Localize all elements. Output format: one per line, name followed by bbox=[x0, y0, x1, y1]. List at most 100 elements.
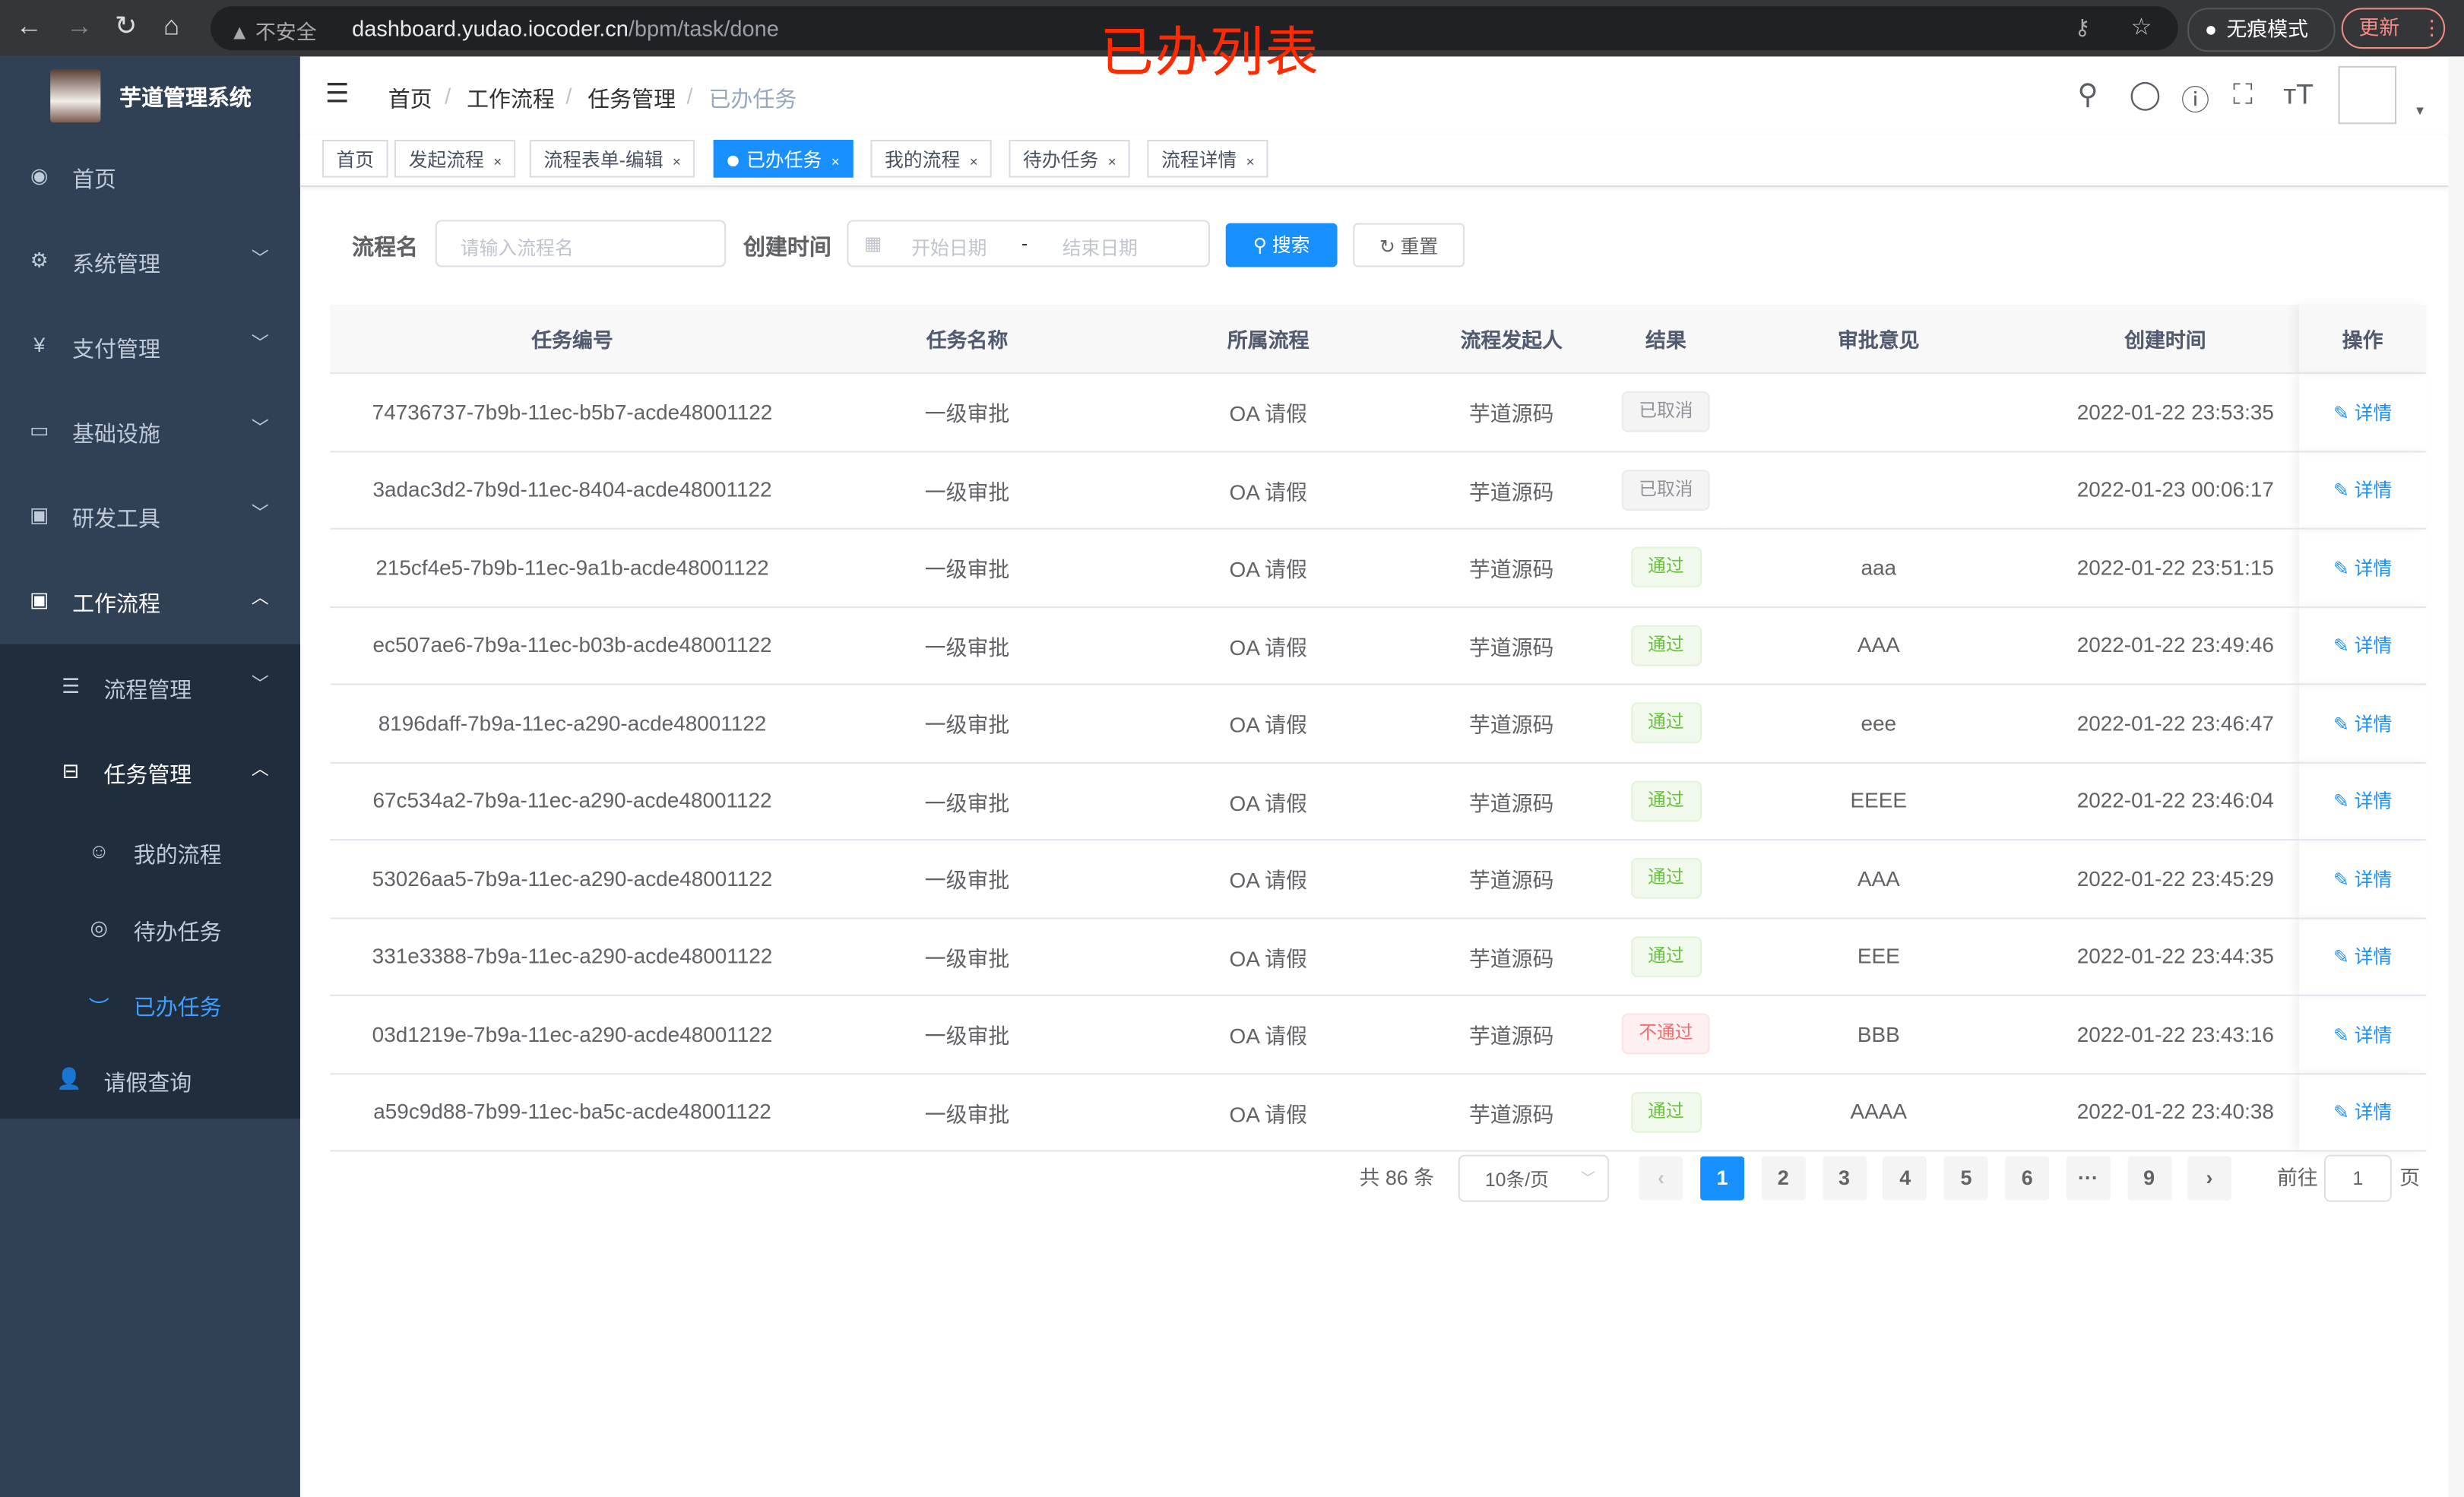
result-badge: 通过 bbox=[1630, 547, 1702, 588]
close-icon[interactable]: × bbox=[831, 153, 840, 170]
page-button[interactable]: 3 bbox=[1822, 1156, 1867, 1201]
sidebar-item-todo[interactable]: ◎ 待办任务 bbox=[0, 888, 300, 963]
task-id-cell: 03d1219e-7b9a-11ec-a290-acde48001122 bbox=[330, 995, 815, 1074]
tags-view: 首页 发起流程 × 流程表单-编辑 × 已办任务 × 我的流程 × 待办任务 × 流程详情 × bbox=[299, 135, 2464, 188]
page-button[interactable]: 6 bbox=[2005, 1156, 2050, 1201]
page-button[interactable]: 4 bbox=[1883, 1156, 1927, 1201]
detail-button[interactable]: ✎ 详情 bbox=[2333, 1101, 2393, 1124]
eye-icon: ◎ bbox=[90, 916, 108, 940]
create-time-cell: 2022-01-22 23:51:15 bbox=[2031, 528, 2299, 608]
system-title: 芋道管理系统 bbox=[119, 84, 252, 110]
reset-button[interactable]: ↻ 重置 bbox=[1353, 223, 1465, 267]
dashboard-icon: ◉ bbox=[30, 163, 49, 188]
fullscreen-icon[interactable]: ⛶ bbox=[2233, 78, 2253, 110]
incognito-badge[interactable]: ● 无痕模式 bbox=[2187, 8, 2336, 52]
prev-page-button[interactable]: ‹ bbox=[1639, 1156, 1683, 1201]
tag-2[interactable]: 流程表单-编辑 × bbox=[529, 140, 695, 178]
github-icon[interactable]: ◯ bbox=[2129, 78, 2162, 110]
close-icon[interactable]: × bbox=[1246, 153, 1255, 170]
tag-6[interactable]: 流程详情 × bbox=[1147, 140, 1269, 178]
font-size-icon[interactable]: ᴛT bbox=[2283, 78, 2314, 110]
key-icon[interactable]: ⚷ bbox=[2074, 14, 2091, 40]
sidebar-item-task-manage[interactable]: ⊟ 任务管理 ︿ bbox=[0, 730, 300, 815]
date-range-picker[interactable]: ▦ 开始日期 - 结束日期 bbox=[847, 220, 1211, 267]
forward-icon[interactable]: → bbox=[65, 11, 93, 41]
comment-cell: EEE bbox=[1725, 917, 2032, 996]
process-name-input[interactable]: 请输入流程名 bbox=[435, 220, 727, 267]
scrollbar[interactable] bbox=[2448, 56, 2464, 1497]
tag-3[interactable]: 已办任务 × bbox=[713, 140, 854, 178]
result-badge: 通过 bbox=[1630, 1091, 1702, 1133]
breadcrumb-home[interactable]: 首页 bbox=[388, 86, 432, 112]
update-button[interactable]: 更新 ⋮ bbox=[2341, 8, 2446, 49]
detail-button[interactable]: ✎ 详情 bbox=[2333, 635, 2393, 657]
edit-icon: ✎ bbox=[2333, 401, 2355, 424]
detail-button[interactable]: ✎ 详情 bbox=[2333, 479, 2393, 502]
close-icon[interactable]: × bbox=[1107, 153, 1116, 170]
detail-button[interactable]: ✎ 详情 bbox=[2333, 946, 2393, 969]
page-size-select[interactable]: 10条/页 ﹀ bbox=[1458, 1154, 1610, 1202]
page-button[interactable]: 9 bbox=[2127, 1156, 2171, 1201]
close-icon[interactable]: × bbox=[493, 153, 502, 170]
create-time-label: 创建时间 bbox=[743, 234, 831, 260]
detail-button[interactable]: ✎ 详情 bbox=[2333, 868, 2393, 891]
task-name-cell: 一级审批 bbox=[814, 373, 1120, 452]
tag-0[interactable]: 首页 bbox=[321, 140, 388, 178]
task-id-cell: a59c9d88-7b99-11ec-ba5c-acde48001122 bbox=[330, 1073, 815, 1152]
search-icon[interactable]: ⚲ bbox=[2077, 78, 2098, 110]
sidebar-item-home[interactable]: ◉ 首页 bbox=[0, 135, 300, 220]
page-suffix: 页 bbox=[2399, 1166, 2421, 1190]
chevron-up-icon: ︿ bbox=[251, 760, 269, 780]
address-bar[interactable]: ▲ 不安全 dashboard.yudao.iocoder.cn/bpm/tas… bbox=[211, 6, 2178, 51]
sidebar-item-done[interactable]: ︶ 已办任务 bbox=[0, 963, 300, 1038]
task-id-cell: 53026aa5-7b9a-11ec-a290-acde48001122 bbox=[330, 840, 815, 919]
process-cell: OA 请假 bbox=[1120, 451, 1417, 530]
end-date-input[interactable]: 结束日期 bbox=[1062, 237, 1138, 260]
sidebar-item-system[interactable]: ⚙ 系统管理 ﹀ bbox=[0, 220, 300, 305]
breadcrumb-task-manage[interactable]: 任务管理 bbox=[587, 86, 676, 112]
sidebar-item-infra[interactable]: ▭ 基础设施 ﹀ bbox=[0, 390, 300, 475]
task-icon: ⊟ bbox=[62, 758, 80, 783]
tag-5[interactable]: 待办任务 × bbox=[1009, 140, 1131, 178]
page-button[interactable]: 1 bbox=[1700, 1156, 1745, 1201]
page-button[interactable]: 5 bbox=[1944, 1156, 1988, 1201]
sidebar-item-devtools[interactable]: ▣ 研发工具 ﹀ bbox=[0, 474, 300, 559]
close-icon[interactable]: × bbox=[969, 153, 978, 170]
table-row: 74736737-7b9b-11ec-b5b7-acde48001122 一级审批… bbox=[330, 373, 2427, 452]
detail-button[interactable]: ✎ 详情 bbox=[2333, 713, 2393, 736]
close-icon[interactable]: × bbox=[672, 153, 681, 170]
detail-button[interactable]: ✎ 详情 bbox=[2333, 1024, 2393, 1046]
home-icon[interactable]: ⌂ bbox=[163, 11, 180, 41]
tag-1[interactable]: 发起流程 × bbox=[394, 140, 516, 178]
sidebar-item-leave[interactable]: 👤 请假查询 bbox=[56, 1066, 192, 1096]
sidebar-item-process-manage[interactable]: ☰ 流程管理 ﹀ bbox=[0, 646, 300, 731]
detail-button[interactable]: ✎ 详情 bbox=[2333, 790, 2393, 813]
page-button[interactable]: 2 bbox=[1761, 1156, 1806, 1201]
table-row: 8196daff-7b9a-11ec-a290-acde48001122 一级审批… bbox=[330, 684, 2427, 763]
star-icon[interactable]: ☆ bbox=[2130, 14, 2152, 41]
tag-4[interactable]: 我的流程 × bbox=[870, 140, 993, 178]
sidebar-item-my-process[interactable]: ☺ 我的流程 bbox=[88, 839, 222, 868]
goto-label: 前往 bbox=[2276, 1166, 2318, 1190]
next-page-button[interactable]: › bbox=[2187, 1156, 2231, 1201]
help-icon[interactable]: ⓘ bbox=[2181, 84, 2210, 117]
sidebar-item-pay[interactable]: ¥ 支付管理 ﹀ bbox=[0, 305, 300, 390]
table-row: 331e3388-7b9a-11ec-a290-acde48001122 一级审批… bbox=[330, 917, 2427, 996]
breadcrumb-workflow[interactable]: 工作流程 bbox=[467, 86, 555, 112]
overlay-title: 已办列表 bbox=[1100, 24, 1320, 84]
detail-button[interactable]: ✎ 详情 bbox=[2333, 401, 2393, 424]
start-date-input[interactable]: 开始日期 bbox=[911, 237, 987, 260]
process-cell: OA 请假 bbox=[1120, 606, 1417, 685]
chevron-down-icon: ﹀ bbox=[251, 419, 269, 438]
goto-page-input[interactable]: 1 bbox=[2323, 1154, 2392, 1202]
task-name-cell: 一级审批 bbox=[814, 840, 1120, 919]
caret-down-icon[interactable]: ▼ bbox=[2413, 103, 2427, 119]
search-button[interactable]: ⚲ 搜索 bbox=[1225, 223, 1338, 267]
back-icon[interactable]: ← bbox=[15, 11, 43, 41]
avatar[interactable] bbox=[2338, 65, 2397, 125]
hamburger-icon[interactable]: ☰ bbox=[325, 78, 350, 109]
sidebar-item-workflow[interactable]: ▣ 工作流程 ︿ bbox=[0, 559, 300, 644]
detail-button[interactable]: ✎ 详情 bbox=[2333, 557, 2393, 580]
page-button[interactable]: ··· bbox=[2066, 1156, 2111, 1201]
reload-icon[interactable]: ↻ bbox=[114, 11, 138, 41]
